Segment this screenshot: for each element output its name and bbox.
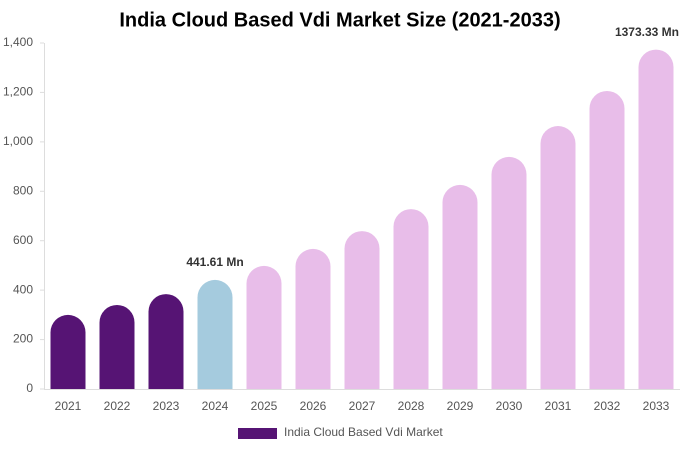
x-tick-label: 2022 xyxy=(104,399,131,413)
bar xyxy=(246,265,282,389)
bar xyxy=(99,304,135,389)
bar xyxy=(393,209,429,389)
x-tick-label: 2025 xyxy=(251,399,278,413)
bar xyxy=(638,49,674,389)
x-tick-label: 2030 xyxy=(496,399,523,413)
x-tick-label: 2032 xyxy=(594,399,621,413)
bar xyxy=(295,248,331,389)
x-tick-label: 2021 xyxy=(55,399,82,413)
legend-swatch xyxy=(238,428,277,439)
bar xyxy=(540,126,576,389)
y-tick-label: 600 xyxy=(13,233,33,247)
x-tick-label: 2024 xyxy=(202,399,229,413)
bar xyxy=(50,314,86,389)
bar xyxy=(442,184,478,389)
y-tick-label: 400 xyxy=(13,282,33,296)
y-tick-label: 800 xyxy=(13,183,33,197)
x-tick-label: 2026 xyxy=(300,399,327,413)
x-tick-label: 2033 xyxy=(643,399,670,413)
bar xyxy=(491,156,527,389)
bar xyxy=(344,231,380,389)
x-tick-label: 2029 xyxy=(447,399,474,413)
x-tick-label: 2028 xyxy=(398,399,425,413)
bar xyxy=(589,90,625,390)
value-label: 1373.33 Mn xyxy=(615,25,679,39)
bar xyxy=(197,279,233,389)
y-tick-label: 0 xyxy=(26,381,33,395)
x-tick-label: 2027 xyxy=(349,399,376,413)
y-tick-label: 1,200 xyxy=(3,85,33,99)
bar xyxy=(148,294,184,389)
x-tick-label: 2031 xyxy=(545,399,572,413)
y-tick-label: 1,000 xyxy=(3,134,33,148)
chart-title: India Cloud Based Vdi Market Size (2021-… xyxy=(119,9,560,31)
legend-label: India Cloud Based Vdi Market xyxy=(284,425,443,439)
x-tick-label: 2023 xyxy=(153,399,180,413)
y-tick-label: 1,400 xyxy=(3,35,33,49)
value-label: 441.61 Mn xyxy=(186,255,243,269)
y-tick-label: 200 xyxy=(13,332,33,346)
